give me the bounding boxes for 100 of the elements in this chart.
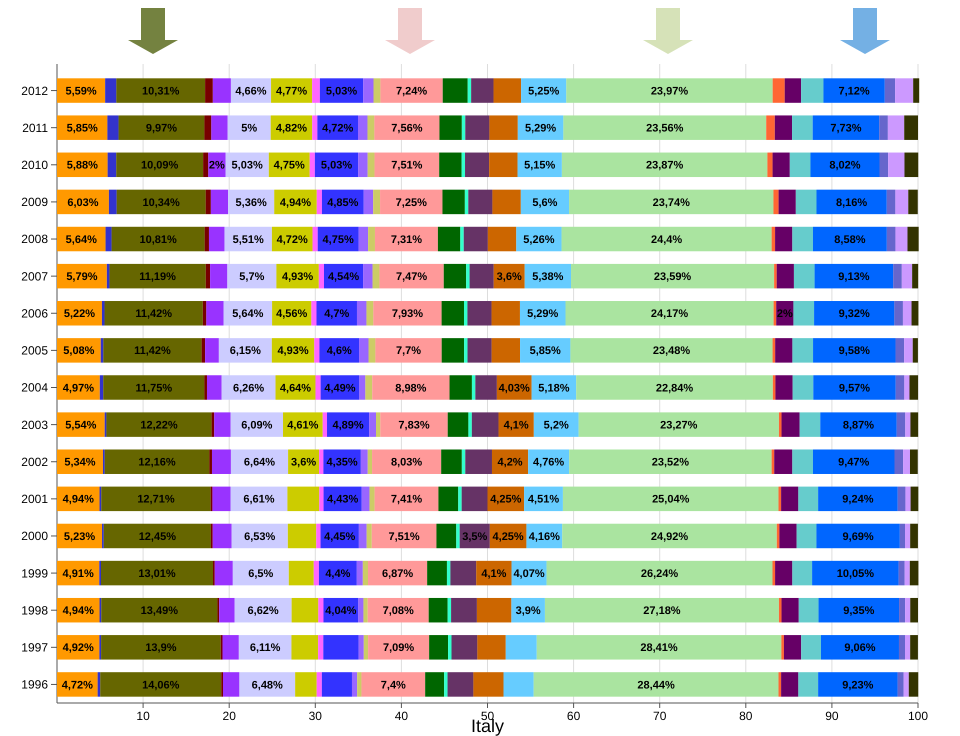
bar bbox=[879, 115, 888, 140]
bar bbox=[441, 449, 462, 474]
data-label: 22,84% bbox=[656, 382, 694, 394]
bar bbox=[910, 560, 918, 586]
bar bbox=[312, 78, 320, 103]
bar bbox=[366, 524, 372, 548]
bar bbox=[468, 78, 472, 103]
data-label: 11,19% bbox=[139, 270, 176, 283]
bar bbox=[812, 560, 899, 586]
data-label: 5,15% bbox=[524, 160, 556, 172]
data-label: 5,7% bbox=[239, 270, 265, 283]
data-label: 4,45% bbox=[324, 530, 356, 543]
bar bbox=[372, 449, 442, 474]
bar bbox=[910, 449, 918, 474]
bar bbox=[798, 486, 818, 512]
bar bbox=[368, 598, 429, 622]
bar bbox=[368, 449, 372, 474]
bar bbox=[106, 264, 110, 288]
bar bbox=[774, 264, 777, 288]
bar bbox=[470, 264, 494, 288]
bar bbox=[772, 152, 790, 178]
bar bbox=[444, 264, 466, 288]
bar bbox=[823, 78, 885, 103]
bar bbox=[374, 486, 438, 512]
bar bbox=[118, 115, 204, 140]
bar bbox=[319, 449, 324, 474]
bar bbox=[103, 375, 204, 400]
bar bbox=[798, 672, 818, 697]
data-label: 5,29% bbox=[524, 122, 556, 135]
bar bbox=[358, 598, 364, 622]
bar bbox=[792, 115, 813, 140]
bar bbox=[228, 115, 271, 140]
bar bbox=[798, 598, 819, 622]
bar bbox=[778, 412, 782, 437]
data-label: 6,5% bbox=[248, 568, 274, 580]
bar bbox=[792, 226, 813, 252]
bar bbox=[772, 226, 776, 252]
y-tick-label: 2010 bbox=[21, 158, 48, 172]
bar bbox=[782, 598, 799, 622]
data-label: 6,26% bbox=[232, 382, 264, 394]
y-tick-label: 1999 bbox=[21, 566, 48, 580]
bar bbox=[778, 672, 782, 697]
data-label: 14,06% bbox=[142, 679, 180, 692]
bar bbox=[814, 301, 894, 326]
data-label: 27,18% bbox=[643, 605, 681, 618]
bar bbox=[904, 375, 910, 400]
data-label: 6,09% bbox=[241, 419, 273, 432]
bar bbox=[534, 672, 779, 697]
bar bbox=[291, 635, 318, 660]
bar bbox=[358, 115, 368, 140]
data-label: 24,17% bbox=[650, 308, 688, 320]
data-label: 5,36% bbox=[236, 196, 267, 209]
data-label: 4,89% bbox=[332, 419, 364, 432]
bar bbox=[425, 672, 444, 697]
y-tick-label: 1997 bbox=[21, 640, 48, 655]
bar bbox=[894, 301, 903, 326]
bar bbox=[884, 78, 896, 103]
bar bbox=[562, 152, 768, 178]
bar bbox=[820, 412, 897, 437]
bar bbox=[776, 264, 794, 288]
bar bbox=[894, 449, 904, 474]
data-label: 6,61% bbox=[243, 494, 275, 506]
bar bbox=[438, 486, 458, 512]
data-label: 4,51% bbox=[528, 494, 560, 506]
bar bbox=[566, 301, 774, 326]
bar bbox=[104, 524, 211, 548]
bar bbox=[442, 338, 464, 363]
y-tick-label: 1996 bbox=[21, 678, 48, 692]
bar bbox=[468, 412, 472, 437]
bar bbox=[562, 226, 772, 252]
bar bbox=[562, 486, 779, 512]
bar bbox=[204, 115, 212, 140]
data-label: 5,59% bbox=[65, 85, 97, 98]
data-label: 5,22% bbox=[64, 308, 96, 320]
data-label: 4,7% bbox=[324, 308, 350, 320]
bar bbox=[781, 635, 784, 660]
y-tick-label: 1998 bbox=[21, 603, 48, 618]
bar bbox=[492, 190, 521, 214]
bar bbox=[448, 635, 452, 660]
data-label: 7,4% bbox=[380, 679, 406, 692]
data-label: 4,61% bbox=[287, 419, 319, 432]
bar bbox=[801, 78, 824, 103]
bar bbox=[772, 78, 785, 103]
bar bbox=[439, 115, 462, 140]
bar bbox=[814, 264, 894, 288]
data-label: 28,41% bbox=[640, 642, 678, 654]
bar bbox=[570, 338, 773, 363]
bar bbox=[796, 524, 816, 548]
data-label: 4,82% bbox=[276, 122, 308, 135]
bar bbox=[373, 190, 380, 214]
data-label: 7,51% bbox=[391, 160, 423, 172]
bar bbox=[895, 226, 908, 252]
bar bbox=[792, 449, 813, 474]
bar bbox=[813, 375, 896, 400]
bar bbox=[379, 264, 444, 288]
bar bbox=[361, 672, 426, 697]
data-label: 4,93% bbox=[282, 270, 314, 283]
data-label: 7,73% bbox=[830, 122, 862, 135]
data-label: 5,03% bbox=[232, 160, 263, 172]
data-label: 7,24% bbox=[396, 85, 428, 98]
